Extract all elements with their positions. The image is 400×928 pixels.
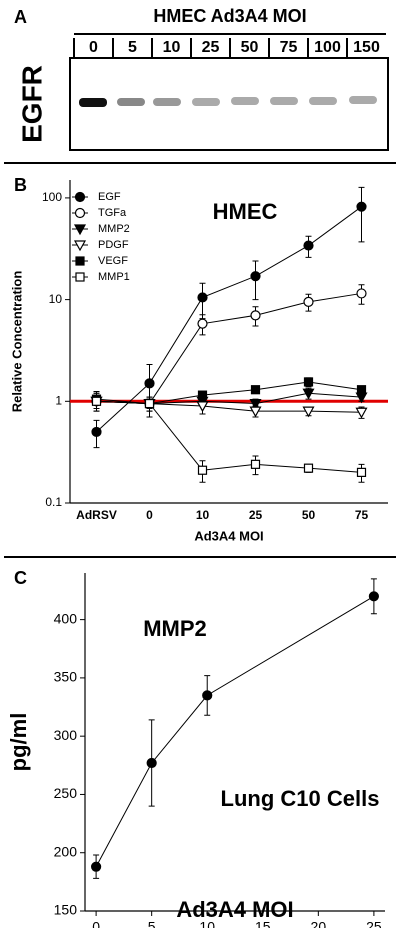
data-point [91,396,102,406]
y-tick-label: 200 [54,843,78,859]
data-point [144,378,155,389]
data-point [356,288,367,299]
data-point [197,465,208,475]
data-point [303,240,314,251]
data-point [302,406,315,418]
series-line [96,206,362,433]
x-tick-label: 25 [366,919,382,928]
data-point [197,318,208,329]
band [309,97,337,105]
band [79,98,107,107]
y-tick-label: 350 [54,669,78,685]
data-point [196,401,209,413]
x-tick-label: 25 [249,508,263,522]
annotation: HMEC [213,199,278,224]
series-line [95,595,375,867]
data-point [302,388,315,400]
panel-label: B [14,175,27,195]
legend-label: PDGF [98,239,129,251]
legend-label: MMP2 [98,223,130,235]
protein-label: EGFR [16,65,47,143]
x-tick-label: 5 [148,919,156,928]
band [192,98,220,106]
legend-label: VEGF [98,255,128,267]
band [231,97,259,105]
data-point [91,426,102,438]
lane-label: 25 [202,39,220,56]
annotation: Lung C10 Cells [221,786,380,811]
series-line [96,400,362,473]
lane-label: 75 [280,39,298,56]
lane-label: 150 [353,39,380,56]
data-point [250,310,261,321]
lane-label: 50 [241,39,259,56]
y-tick-label: 250 [54,785,78,801]
data-point [146,757,157,769]
legend-label: TGFa [98,207,127,219]
legend-label: EGF [98,191,121,203]
legend-marker [73,240,87,252]
data-point [368,591,379,602]
x-tick-label: 75 [355,508,369,522]
x-tick-label: 10 [196,508,210,522]
lane-label: 100 [314,39,341,56]
data-point [249,406,262,418]
data-point [249,398,262,410]
y-tick-label: 100 [42,190,62,204]
data-point [303,296,314,307]
y-axis-label: pg/ml [6,713,31,772]
blot-title: HMEC Ad3A4 MOI [153,6,306,26]
data-point [356,201,367,212]
panel-label: C [14,568,27,588]
x-tick-label: 50 [302,508,316,522]
x-tick-label: 20 [311,919,327,928]
band [153,98,181,106]
y-tick-label: 300 [54,727,78,743]
data-point [202,690,213,701]
y-tick-label: 400 [54,610,78,626]
panel-label: A [14,7,27,27]
data-point [250,271,261,282]
x-tick-label: 0 [92,919,100,928]
y-tick-label: 1 [55,393,62,407]
band [117,98,145,106]
legend-marker [74,207,86,219]
legend-marker [73,224,87,236]
band [349,96,377,104]
x-axis-label: Ad3A4 MOI [194,528,263,543]
data-point [197,390,208,400]
data-point [250,385,261,395]
lane-label: 10 [163,39,181,56]
band [270,97,298,105]
legend-marker [74,191,86,203]
data-point [303,463,314,473]
data-point [91,861,102,872]
x-tick-label: 15 [255,919,271,928]
data-point [356,385,367,395]
legend-marker [75,256,85,266]
x-tick-label: 10 [199,919,215,928]
data-point [356,467,367,477]
legend-label: MMP1 [98,271,130,283]
data-point [144,398,155,409]
data-point [303,377,314,387]
lane-label: 0 [89,39,98,56]
y-tick-label: 0.1 [45,495,62,509]
annotation: MMP2 [143,616,207,641]
lane-label: 5 [128,39,137,56]
x-tick-label: AdRSV [76,508,117,522]
legend-marker [75,272,85,282]
y-tick-label: 10 [49,292,63,306]
x-tick-label: 0 [146,508,153,522]
y-tick-label: 150 [54,902,78,918]
data-point [197,292,208,303]
error-bar [358,186,365,243]
data-point [250,459,261,469]
x-axis-label: Ad3A4 MOI [176,897,293,922]
data-point [355,407,368,419]
y-axis-label: Relative Concentration [9,271,24,413]
